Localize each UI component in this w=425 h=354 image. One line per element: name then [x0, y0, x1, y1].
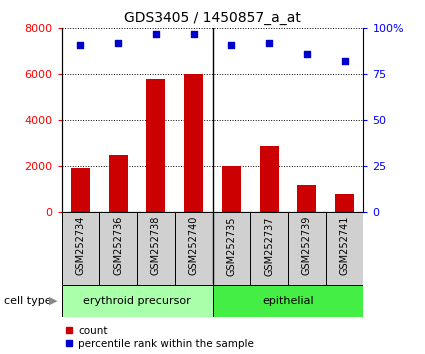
Text: GSM252739: GSM252739 — [302, 216, 312, 275]
Bar — [184, 74, 203, 212]
Bar — [288, 212, 326, 285]
Text: GSM252738: GSM252738 — [151, 216, 161, 275]
Point — [77, 42, 84, 48]
Text: GSM252740: GSM252740 — [189, 216, 198, 275]
Bar — [260, 146, 278, 212]
Bar — [109, 155, 127, 212]
Bar — [175, 212, 212, 285]
Text: erythroid precursor: erythroid precursor — [83, 296, 191, 306]
Point — [266, 40, 272, 46]
Bar — [326, 212, 363, 285]
Bar — [335, 194, 354, 212]
Bar — [147, 79, 165, 212]
Bar — [62, 212, 99, 285]
Point — [153, 31, 159, 37]
Bar — [212, 212, 250, 285]
Bar — [250, 212, 288, 285]
Text: GSM252735: GSM252735 — [227, 216, 236, 275]
Text: GSM252741: GSM252741 — [340, 216, 349, 275]
Bar — [298, 185, 316, 212]
Text: cell type: cell type — [4, 296, 52, 306]
Text: GSM252734: GSM252734 — [76, 216, 85, 275]
Point — [115, 40, 122, 46]
Bar — [212, 285, 363, 317]
Bar — [137, 212, 175, 285]
Bar — [222, 166, 241, 212]
Point — [228, 42, 235, 48]
Text: epithelial: epithelial — [262, 296, 314, 306]
Point — [190, 31, 197, 37]
Text: GSM252737: GSM252737 — [264, 216, 274, 275]
Bar — [71, 167, 90, 212]
Text: GSM252736: GSM252736 — [113, 216, 123, 275]
Point — [303, 51, 310, 57]
Text: ▶: ▶ — [49, 296, 58, 306]
Bar — [99, 212, 137, 285]
Legend: count, percentile rank within the sample: count, percentile rank within the sample — [65, 326, 254, 349]
Title: GDS3405 / 1450857_a_at: GDS3405 / 1450857_a_at — [124, 11, 301, 24]
Point — [341, 59, 348, 64]
Bar — [62, 285, 212, 317]
